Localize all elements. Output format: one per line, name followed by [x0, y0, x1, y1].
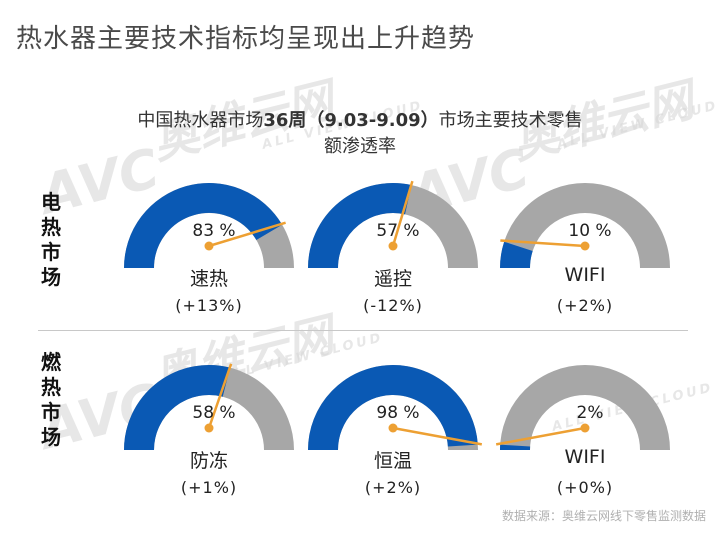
row-label-char: 场: [41, 425, 61, 449]
gauge-change: (+13%): [175, 296, 243, 315]
gauge-label: 恒温: [373, 450, 412, 472]
gauge: 2% WIFI (+0%): [495, 358, 670, 497]
gauge-fill: [308, 365, 478, 451]
chart-title-line1: 中国热水器市场36周（9.03-9.09）市场主要技术零售: [0, 106, 720, 132]
chart-title-prefix: 中国热水器市场: [137, 110, 264, 131]
gauge-svg: [124, 363, 294, 451]
gauge: 10 % WIFI (+2%): [500, 176, 670, 315]
gauge-value: 83 %: [192, 221, 236, 241]
gauge-label: 防冻: [189, 450, 228, 472]
gauge-svg: [308, 365, 483, 451]
gauge-label: 速热: [189, 268, 228, 290]
gauge-change: (+1%): [180, 478, 238, 497]
row-label-char: 热: [41, 375, 61, 399]
gauge: 57 % 遥控 (-12%): [308, 176, 478, 315]
gauge-svg: [495, 365, 670, 451]
gauge-needle: [207, 363, 233, 429]
gauge-needle-hub: [204, 241, 214, 251]
row-label-char: 场: [41, 265, 61, 289]
row-label-char: 市: [41, 400, 61, 424]
gauge-track: [500, 365, 670, 451]
gauge-change: (-12%): [363, 296, 423, 315]
divider: [38, 330, 688, 331]
gauge-label: WIFI: [564, 446, 606, 468]
gauge-fill: [124, 183, 283, 269]
gauge-needle-hub: [580, 241, 590, 251]
gauge-change: (+0%): [556, 478, 614, 497]
row-label-char: 燃: [41, 350, 61, 374]
gauge-value: 2%: [576, 403, 604, 423]
gauge-needle-hub: [388, 241, 398, 251]
gauge-track: [500, 183, 670, 269]
page-title: 热水器主要技术指标均呈现出上升趋势: [16, 24, 476, 54]
gauge-fill: [308, 183, 412, 269]
gauge-needle: [391, 180, 414, 247]
gauge-change: (+2%): [364, 478, 422, 497]
row-label-electric: 电热市场: [38, 190, 64, 290]
gauge-value: 10 %: [568, 221, 612, 241]
gauge: 58 % 防冻 (+1%): [124, 358, 294, 497]
gauge-svg: [500, 183, 670, 269]
gauge-needle: [500, 239, 586, 248]
gauge: 98 % 恒温 (+2%): [308, 358, 483, 497]
gauge-needle-hub: [580, 423, 590, 433]
row-label-gas: 燃热市场: [38, 350, 64, 450]
gauge-value: 98 %: [376, 403, 420, 423]
source-note: 数据来源：奥维云网线下零售监测数据: [501, 509, 706, 523]
gauge-svg: [308, 180, 478, 269]
gauge-value: 57 %: [376, 221, 420, 241]
gauge-needle: [392, 426, 483, 446]
gauge-label: WIFI: [564, 264, 606, 286]
row-label-char: 市: [41, 240, 61, 264]
chart-title-bold: 36周（9.03-9.09）: [263, 110, 439, 131]
gauge-needle-hub: [204, 423, 214, 433]
chart-title-line2: 额渗透率: [324, 136, 396, 157]
gauge-svg: [124, 183, 294, 269]
row-label-char: 电: [41, 190, 61, 214]
gauge: 83 % 速热 (+13%): [124, 176, 294, 315]
gauge-needle: [495, 426, 586, 446]
gauge-needle: [208, 221, 286, 248]
gauge-value: 58 %: [192, 403, 236, 423]
gauge-fill: [500, 241, 533, 269]
gauge-fill: [124, 365, 231, 451]
chart-title-suffix: 市场主要技术零售: [438, 110, 583, 131]
row-label-char: 热: [41, 215, 61, 239]
gauge-change: (+2%): [556, 296, 614, 315]
gauge-needle-hub: [388, 423, 398, 433]
gauge-label: 遥控: [373, 268, 412, 290]
